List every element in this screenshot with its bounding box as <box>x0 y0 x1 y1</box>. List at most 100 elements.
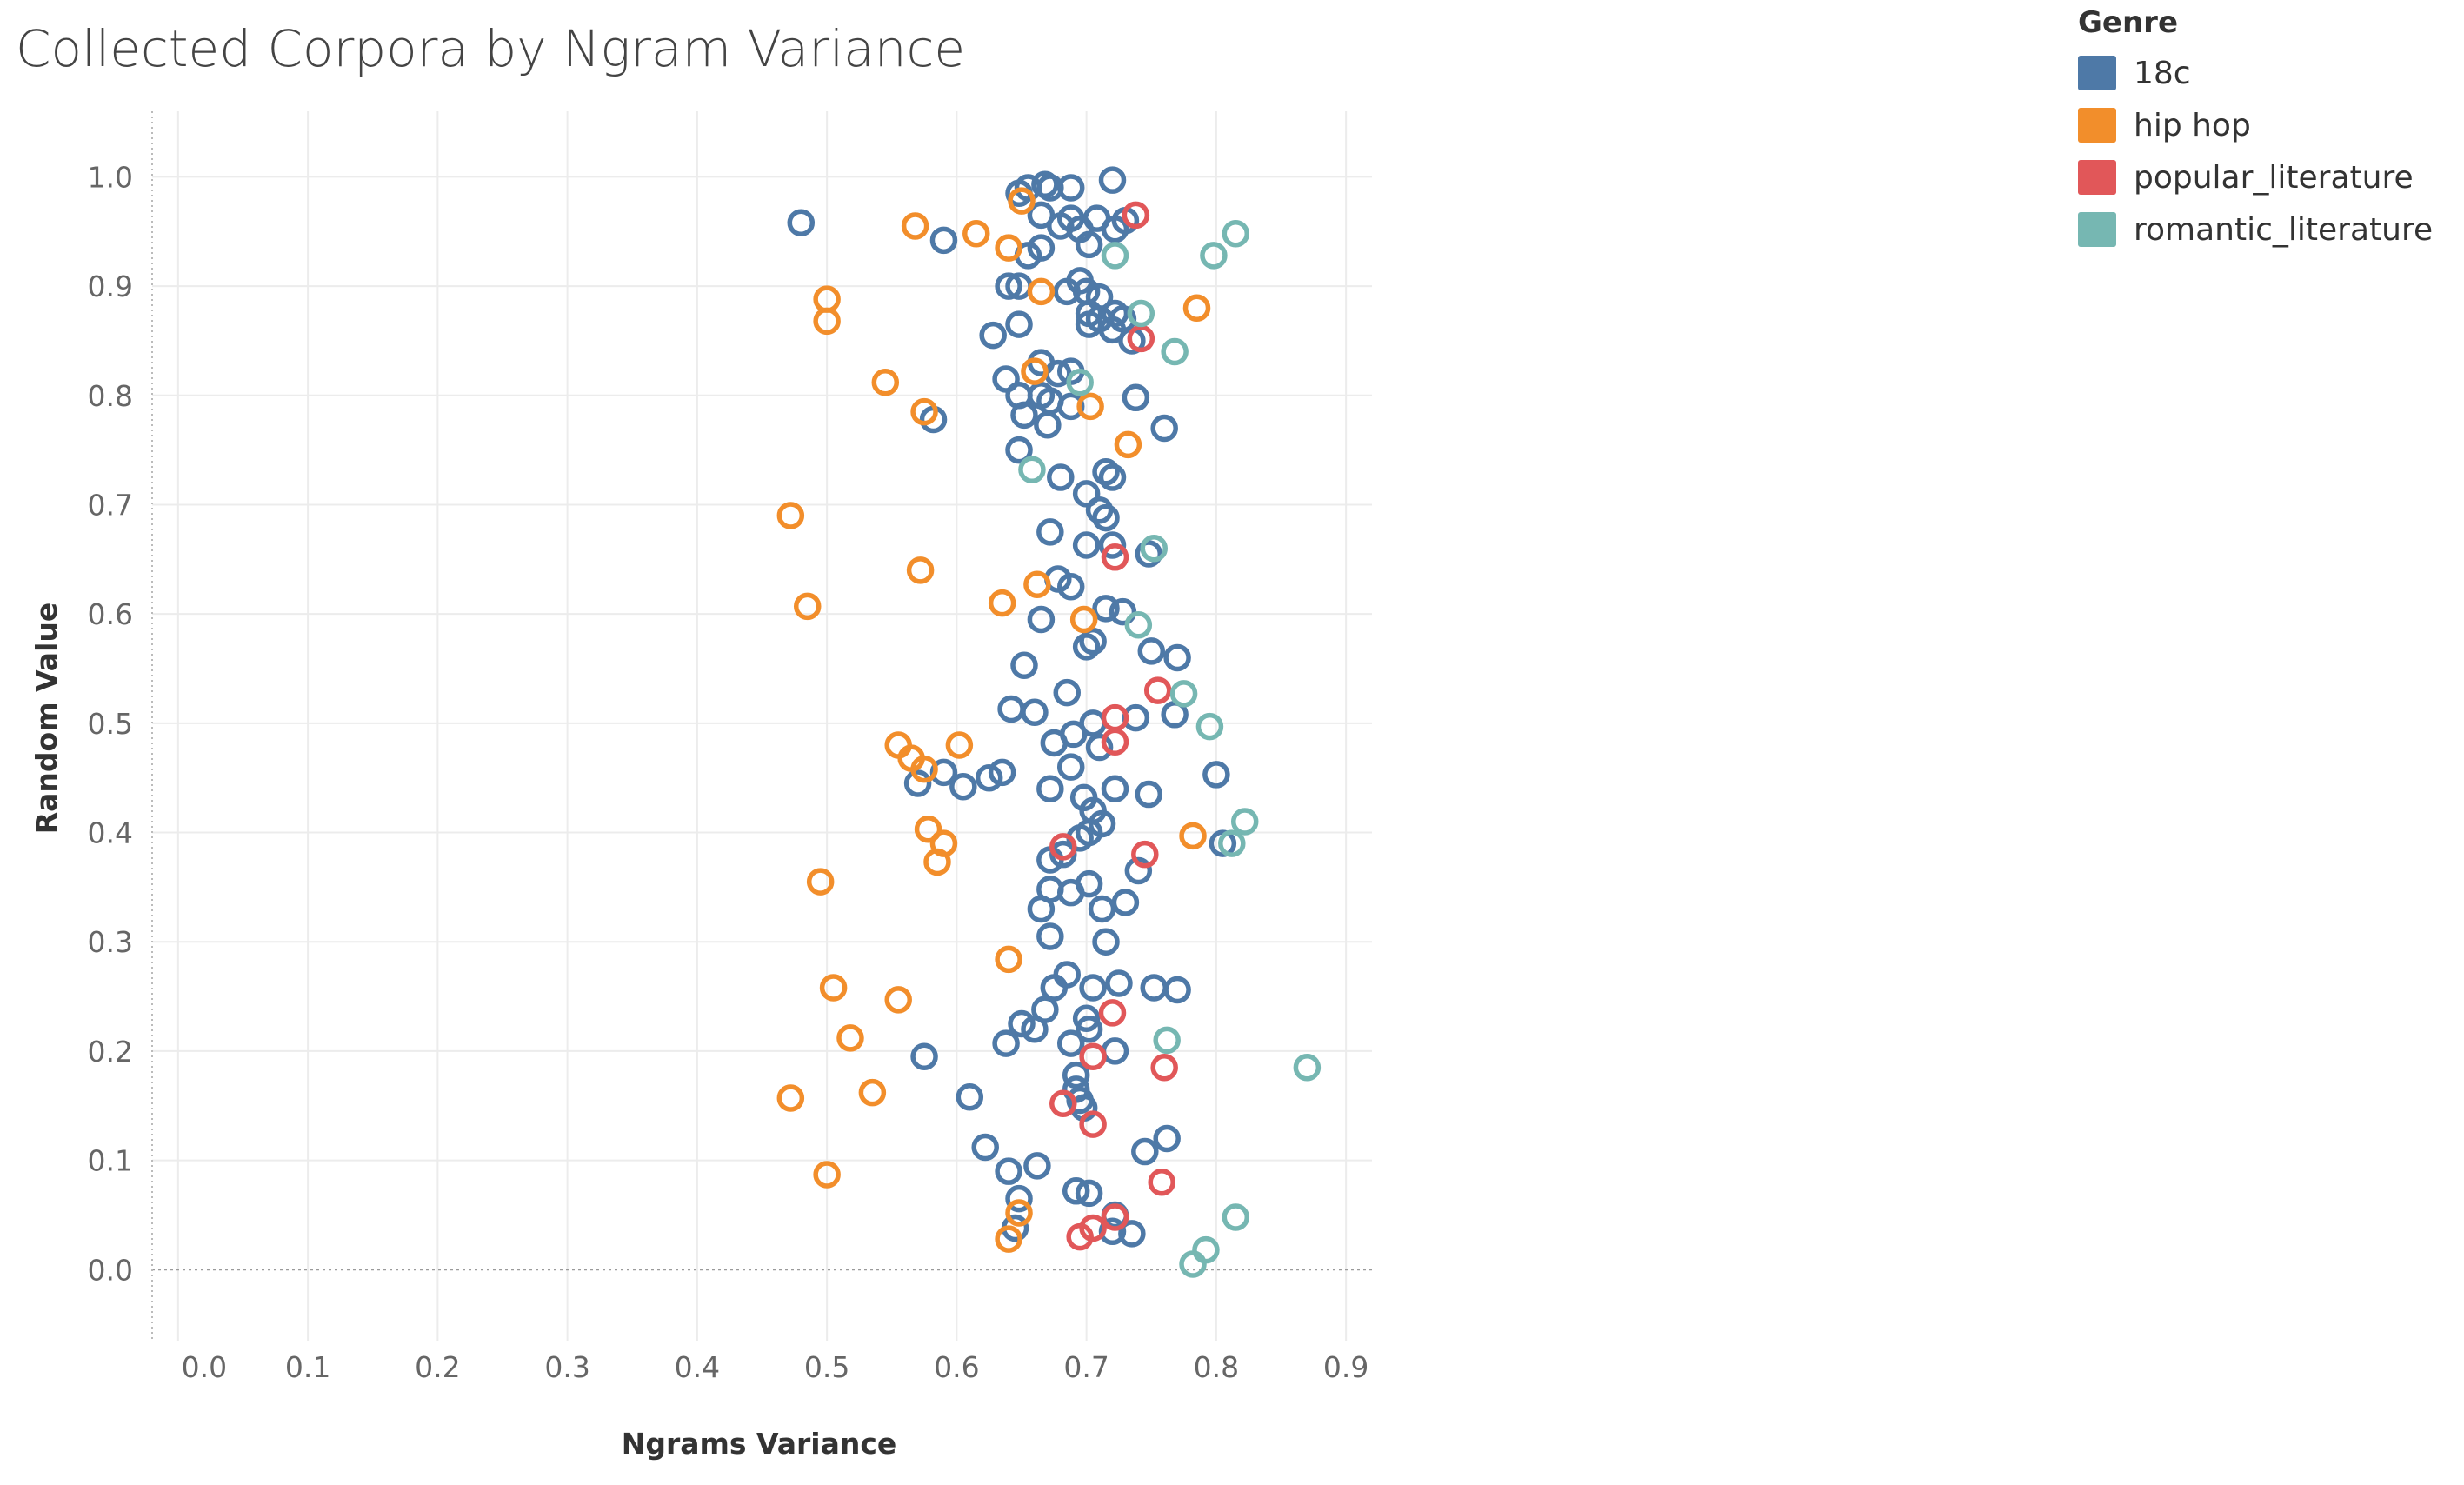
data-point-hip-hop[interactable] <box>1182 294 1211 322</box>
data-point-18c[interactable] <box>1092 503 1120 532</box>
data-point-18c[interactable] <box>1005 310 1033 338</box>
data-point-18c[interactable] <box>1209 829 1237 857</box>
data-point-18c[interactable] <box>1010 651 1038 679</box>
data-point-popular-literature[interactable] <box>1098 999 1127 1027</box>
data-point-18c[interactable] <box>1135 540 1163 568</box>
data-point-popular-literature[interactable] <box>1049 833 1077 861</box>
data-point-18c[interactable] <box>929 226 958 255</box>
data-point-hip-hop[interactable] <box>1179 822 1207 850</box>
data-point-romantic-literature[interactable] <box>1153 1026 1181 1055</box>
data-point-popular-literature[interactable] <box>1049 1089 1077 1118</box>
legend-entry[interactable]: romantic_literature <box>2078 203 2433 256</box>
data-point-hip-hop[interactable] <box>819 974 848 1002</box>
data-point-romantic-literature[interactable] <box>1195 712 1224 741</box>
data-point-romantic-literature[interactable] <box>1222 1203 1250 1231</box>
data-point-18c[interactable] <box>1122 383 1150 412</box>
data-point-18c[interactable] <box>1036 518 1064 546</box>
data-point-popular-literature[interactable] <box>1127 324 1155 353</box>
data-point-18c[interactable] <box>956 1082 984 1111</box>
data-point-hip-hop[interactable] <box>836 1024 864 1052</box>
data-point-18c[interactable] <box>1075 230 1103 259</box>
data-point-18c[interactable] <box>1023 1152 1051 1180</box>
data-point-18c[interactable] <box>1075 1016 1103 1043</box>
data-point-18c[interactable] <box>1079 974 1107 1002</box>
data-point-18c[interactable] <box>1098 1217 1127 1246</box>
data-point-18c[interactable] <box>1062 1177 1090 1205</box>
data-point-romantic-literature[interactable] <box>1218 829 1246 857</box>
data-point-18c[interactable] <box>979 321 1007 350</box>
data-point-hip-hop[interactable] <box>884 731 912 759</box>
data-point-romantic-literature[interactable] <box>1230 808 1259 836</box>
data-point-18c[interactable] <box>1150 414 1178 443</box>
data-point-18c[interactable] <box>1021 698 1049 727</box>
data-point-hip-hop[interactable] <box>1076 392 1104 421</box>
data-point-18c[interactable] <box>1056 753 1085 781</box>
data-point-romantic-literature[interactable] <box>1018 456 1046 484</box>
data-point-18c[interactable] <box>1062 1061 1090 1089</box>
data-point-hip-hop[interactable] <box>884 986 912 1014</box>
data-point-18c[interactable] <box>1075 1179 1103 1208</box>
data-point-hip-hop[interactable] <box>1023 570 1051 598</box>
data-point-popular-literature[interactable] <box>1101 543 1129 571</box>
data-point-18c[interactable] <box>1036 922 1064 950</box>
data-point-18c[interactable] <box>1153 1124 1181 1153</box>
data-point-18c[interactable] <box>1202 761 1230 789</box>
data-point-18c[interactable] <box>910 1042 938 1070</box>
data-point-18c[interactable] <box>1056 174 1085 202</box>
data-point-18c[interactable] <box>1088 895 1116 923</box>
data-point-popular-literature[interactable] <box>1148 1169 1175 1196</box>
data-point-18c[interactable] <box>1085 733 1114 762</box>
data-point-18c[interactable] <box>1092 595 1120 623</box>
data-point-18c[interactable] <box>1079 627 1107 656</box>
data-point-18c[interactable] <box>1072 633 1101 661</box>
data-point-18c[interactable] <box>903 769 932 797</box>
data-point-romantic-literature[interactable] <box>1124 610 1153 639</box>
data-point-18c[interactable] <box>1008 1009 1036 1038</box>
data-point-18c[interactable] <box>1034 410 1062 439</box>
data-point-hip-hop[interactable] <box>906 556 935 584</box>
data-point-hip-hop[interactable] <box>1069 605 1098 634</box>
data-point-18c[interactable] <box>995 272 1022 300</box>
data-point-romantic-literature[interactable] <box>1161 337 1189 366</box>
data-point-popular-literature[interactable] <box>1101 1203 1129 1231</box>
data-point-18c[interactable] <box>1005 1184 1033 1213</box>
data-point-18c[interactable] <box>975 763 1003 792</box>
legend-entry[interactable]: hip hop <box>2078 99 2433 151</box>
data-point-18c[interactable] <box>1124 856 1153 885</box>
data-point-18c[interactable] <box>992 365 1020 393</box>
data-point-18c[interactable] <box>1163 643 1191 672</box>
data-point-18c[interactable] <box>1056 878 1085 907</box>
data-point-hip-hop[interactable] <box>995 945 1022 974</box>
data-point-18c[interactable] <box>1131 1137 1159 1166</box>
data-point-popular-literature[interactable] <box>1101 728 1129 756</box>
data-point-hip-hop[interactable] <box>962 220 990 248</box>
data-point-18c[interactable] <box>1056 572 1085 601</box>
data-point-hip-hop[interactable] <box>1021 357 1049 385</box>
data-point-18c[interactable] <box>1047 212 1075 240</box>
data-point-popular-literature[interactable] <box>1131 840 1159 869</box>
data-point-18c[interactable] <box>1036 775 1064 803</box>
data-point-hip-hop[interactable] <box>923 848 951 876</box>
data-point-18c[interactable] <box>1027 605 1056 634</box>
data-point-18c[interactable] <box>1027 895 1056 923</box>
data-point-18c[interactable] <box>1053 678 1081 707</box>
data-point-popular-literature[interactable] <box>1150 1054 1178 1082</box>
data-point-hip-hop[interactable] <box>858 1078 887 1107</box>
scatter-plot[interactable]: 0.0 0.1 0.2 0.3 0.4 0.5 0.6 0.7 0.8 0.9 0.0 0.1 0.2… <box>0 0 1391 1485</box>
data-point-18c[interactable] <box>1047 463 1075 491</box>
data-point-18c[interactable] <box>1111 889 1140 916</box>
data-point-18c[interactable] <box>929 758 958 787</box>
data-point-hip-hop[interactable] <box>871 368 900 396</box>
data-point-romantic-literature[interactable] <box>1101 242 1129 270</box>
data-point-18c[interactable] <box>1105 969 1133 997</box>
data-point-18c[interactable] <box>1056 392 1085 421</box>
data-point-hip-hop[interactable] <box>910 755 938 783</box>
legend-entry[interactable]: popular_literature <box>2078 151 2433 203</box>
data-point-popular-literature[interactable] <box>1079 1110 1107 1138</box>
data-point-18c[interactable] <box>1140 974 1169 1002</box>
data-point-18c[interactable] <box>1092 928 1120 956</box>
data-point-18c[interactable] <box>1137 637 1166 665</box>
data-point-18c[interactable] <box>1101 775 1129 803</box>
legend-entry[interactable]: 18c <box>2078 47 2433 99</box>
data-point-18c[interactable] <box>1072 531 1101 559</box>
